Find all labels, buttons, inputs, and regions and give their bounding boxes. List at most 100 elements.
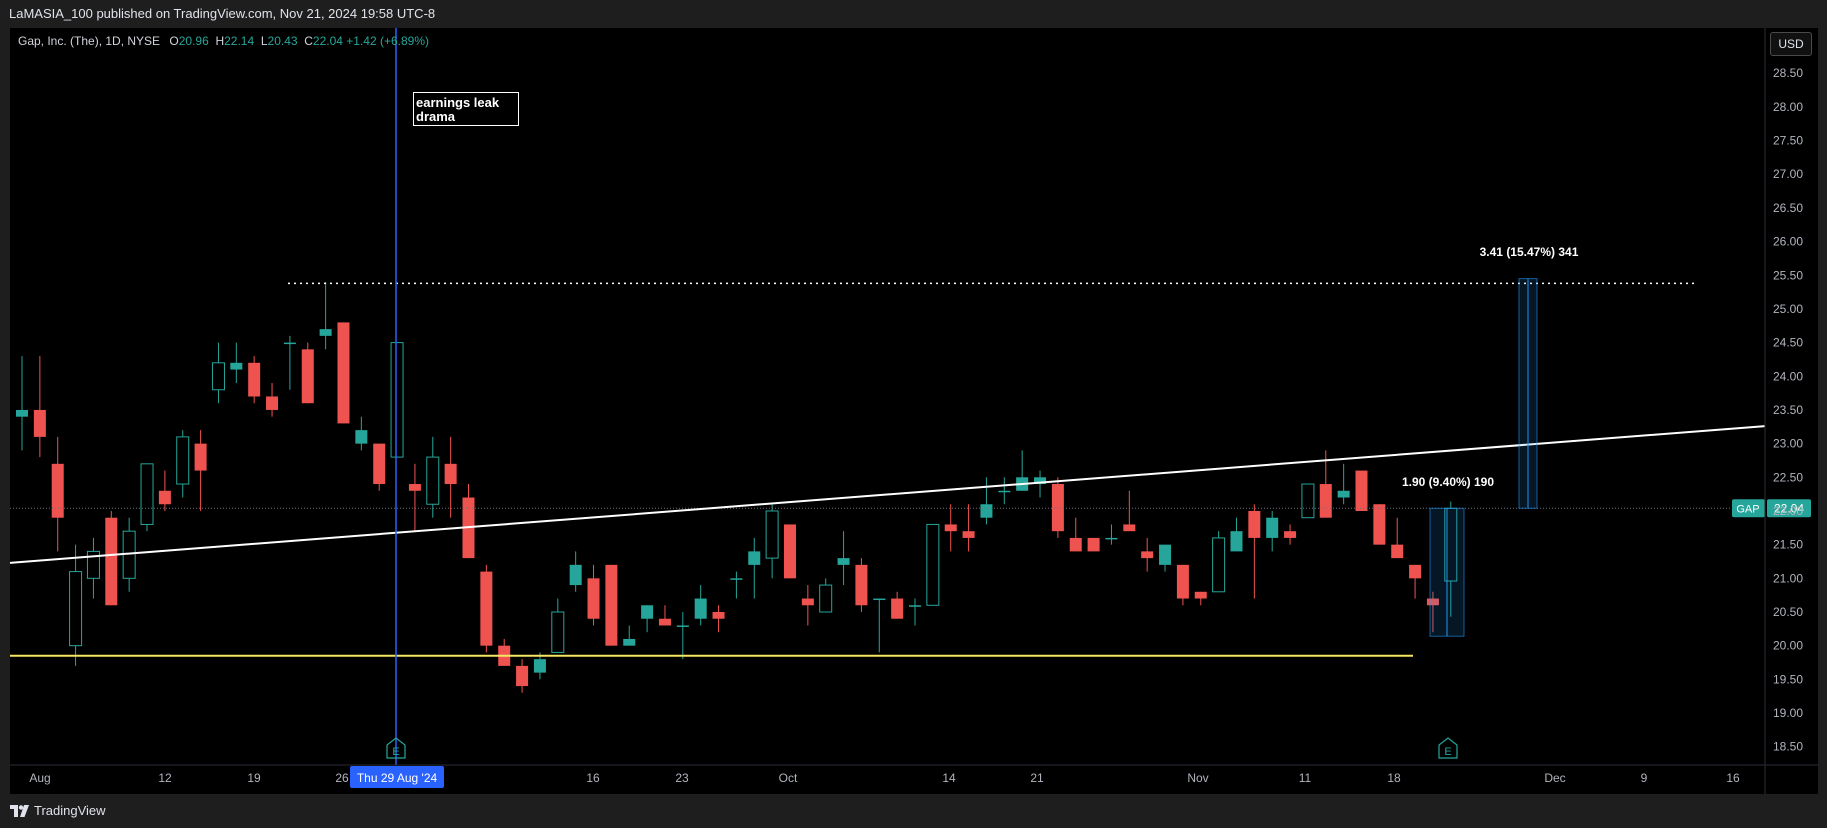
tradingview-logo[interactable]: TradingView [10, 803, 106, 818]
earnings-icon-label: E [1444, 746, 1451, 758]
candle-body [1034, 477, 1047, 485]
candle-body [51, 463, 64, 518]
earnings-icon-label: E [392, 746, 399, 758]
x-tick-label: Aug [29, 771, 50, 785]
candle-body [230, 362, 243, 370]
candle-body [301, 349, 314, 404]
footer: TradingView [0, 794, 1827, 828]
close-label: C [304, 34, 313, 48]
candle-body [1123, 524, 1136, 532]
y-tick-label: 22.00 [1773, 504, 1803, 518]
candle-body [444, 463, 457, 485]
annotation-line-1: earnings leak [416, 95, 500, 110]
candle-body [783, 524, 796, 579]
open-label: O [169, 34, 179, 48]
candle-body [855, 564, 868, 606]
candle-body [819, 584, 833, 613]
x-tick-label: Nov [1187, 771, 1208, 785]
date-cursor-label: Thu 29 Aug '24 [357, 771, 438, 785]
candle-body [373, 443, 386, 485]
candle-body [105, 517, 118, 606]
x-tick-label: Oct [779, 771, 798, 785]
candle-body [337, 322, 350, 424]
low-value: 20.43 [267, 34, 298, 48]
x-tick-label: 16 [1726, 771, 1740, 785]
candle-body [891, 598, 904, 619]
candle-body [1248, 510, 1261, 538]
y-tick-label: 19.00 [1773, 706, 1803, 720]
candle-body [33, 409, 46, 437]
candle-body [1069, 537, 1082, 552]
chart-pane[interactable] [10, 28, 1818, 794]
earnings-icon [1438, 737, 1458, 759]
candle-body [1105, 537, 1118, 540]
x-tick-label: 23 [675, 771, 689, 785]
y-tick-label: 28.00 [1773, 100, 1803, 114]
y-tick-label: 18.50 [1773, 740, 1803, 754]
candle-body [211, 362, 225, 391]
candle-body [998, 490, 1011, 493]
y-tick-label: 27.50 [1773, 134, 1803, 148]
candle-body [837, 558, 850, 565]
open-value: 20.96 [178, 34, 209, 48]
x-tick-label: 12 [158, 771, 172, 785]
x-tick-label: 19 [247, 771, 261, 785]
candle-body [1141, 551, 1154, 559]
y-tick-label: 20.50 [1773, 605, 1803, 619]
footer-brand: TradingView [34, 803, 106, 818]
price-tag-label: 22.04 [1774, 501, 1804, 515]
y-tick-label: 23.00 [1773, 437, 1803, 451]
candle-body [676, 625, 689, 627]
candle-body [944, 524, 957, 532]
y-tick-label: 22.50 [1773, 470, 1803, 484]
candle-body [248, 362, 261, 397]
candle-body [533, 659, 546, 673]
candle-body [480, 571, 493, 646]
annotation-line-2: drama [416, 109, 456, 124]
currency-button[interactable]: USD [1770, 32, 1812, 56]
candle-body [1391, 544, 1404, 559]
ticker-tag-bg [1732, 499, 1765, 518]
candle-body [408, 484, 421, 491]
symbol-title: Gap, Inc. (The), 1D, NYSE [18, 34, 161, 48]
candle-body [1230, 531, 1243, 552]
candle-body [1355, 470, 1368, 511]
y-tick-label: 24.50 [1773, 336, 1803, 350]
x-tick-label: 16 [586, 771, 600, 785]
candle-body [283, 342, 296, 345]
y-tick-label: 27.00 [1773, 167, 1803, 181]
candle-body [1409, 564, 1422, 579]
y-tick-label: 28.50 [1773, 66, 1803, 80]
candle-body [176, 436, 190, 485]
candle-body [158, 490, 171, 505]
ticker-tag-label: GAP [1736, 503, 1759, 515]
ohlc-legend: Gap, Inc. (The), 1D, NYSE O20.96 H22.14 … [18, 34, 429, 48]
candle-body [194, 443, 207, 471]
candle-body [658, 618, 671, 626]
x-tick-label: 14 [942, 771, 956, 785]
tradingview-logo-icon [10, 804, 29, 817]
candle-body [1301, 483, 1315, 519]
candle-body [1284, 531, 1297, 538]
x-tick-label: 26 [335, 771, 349, 785]
candle-body [69, 571, 83, 647]
x-tick-label: 18 [1387, 771, 1401, 785]
candle-body [1373, 504, 1386, 545]
publisher-bar: LaMASIA_100 published on TradingView.com… [0, 0, 1827, 28]
y-tick-label: 21.00 [1773, 571, 1803, 585]
low-label: L [260, 34, 268, 48]
candle-body [569, 564, 582, 586]
annotation-box[interactable]: earnings leak drama [413, 92, 519, 126]
candle-body [980, 504, 993, 518]
close-value: 22.04 [312, 34, 343, 48]
trend-line [9, 425, 1766, 564]
measure-label-small: 1.90 (9.40%) 190 [1402, 475, 1494, 489]
candle-body [873, 598, 886, 601]
candle-body [551, 611, 565, 653]
candle-body [765, 510, 779, 559]
candle-body [1051, 484, 1064, 532]
candle-body [1212, 537, 1226, 593]
y-tick-label: 25.50 [1773, 268, 1803, 282]
candle-body [587, 578, 600, 619]
